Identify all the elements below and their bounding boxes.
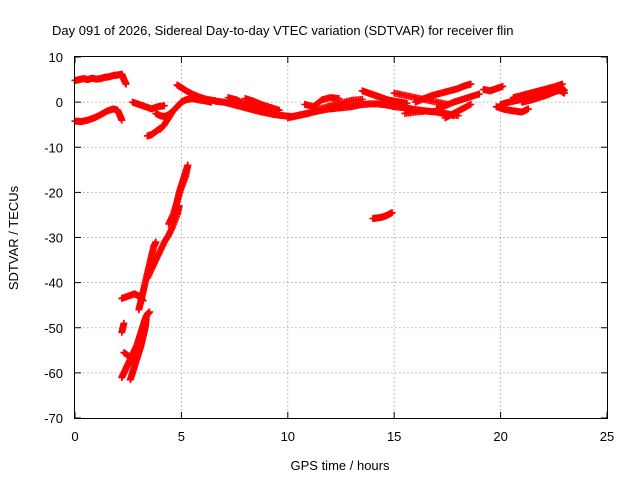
data-point	[467, 80, 475, 88]
data-point	[118, 328, 126, 336]
x-tick-label: 20	[493, 429, 507, 444]
x-tick-label: 5	[178, 429, 185, 444]
data-point	[335, 95, 343, 103]
x-tick-label: 25	[600, 429, 614, 444]
data-points	[71, 70, 568, 384]
y-tick-label: -20	[44, 185, 63, 200]
x-tick-label: 0	[71, 429, 78, 444]
y-tick-label: 0	[56, 95, 63, 110]
y-tick-label: -40	[44, 276, 63, 291]
data-point	[467, 100, 475, 108]
y-tick-label: -70	[44, 411, 63, 426]
y-tick-label: 10	[49, 50, 63, 65]
y-tick-label: -30	[44, 231, 63, 246]
x-tick-label: 10	[281, 429, 295, 444]
x-axis-label: GPS time / hours	[291, 458, 390, 473]
data-point	[160, 102, 168, 110]
x-tick-label: 15	[387, 429, 401, 444]
data-point	[142, 315, 150, 323]
data-point	[122, 80, 130, 88]
data-point	[118, 116, 126, 124]
data-point	[558, 80, 566, 88]
data-point	[475, 90, 483, 98]
data-point	[388, 209, 396, 217]
data-point	[184, 161, 192, 169]
y-tick-labels: 10 0 -10 -20 -30 -40 -50 -60 -70	[44, 50, 63, 426]
data-point	[403, 99, 411, 107]
data-point	[358, 95, 366, 103]
y-tick-label: -10	[44, 140, 63, 155]
data-point	[560, 86, 568, 94]
data-point	[275, 106, 283, 114]
y-tick-label: -50	[44, 321, 63, 336]
data-point	[152, 238, 160, 246]
data-point	[145, 308, 153, 316]
y-axis-label: SDTVAR / TECUs	[6, 185, 21, 290]
data-point	[499, 82, 507, 90]
y-tick-label: -60	[44, 366, 63, 381]
plot-frame	[74, 56, 608, 419]
chart-title: Day 091 of 2026, Sidereal Day-to-day VTE…	[52, 23, 513, 38]
data-point	[169, 107, 177, 115]
x-tick-labels: 0 5 10 15 20 25	[71, 429, 614, 444]
data-point	[524, 105, 532, 113]
